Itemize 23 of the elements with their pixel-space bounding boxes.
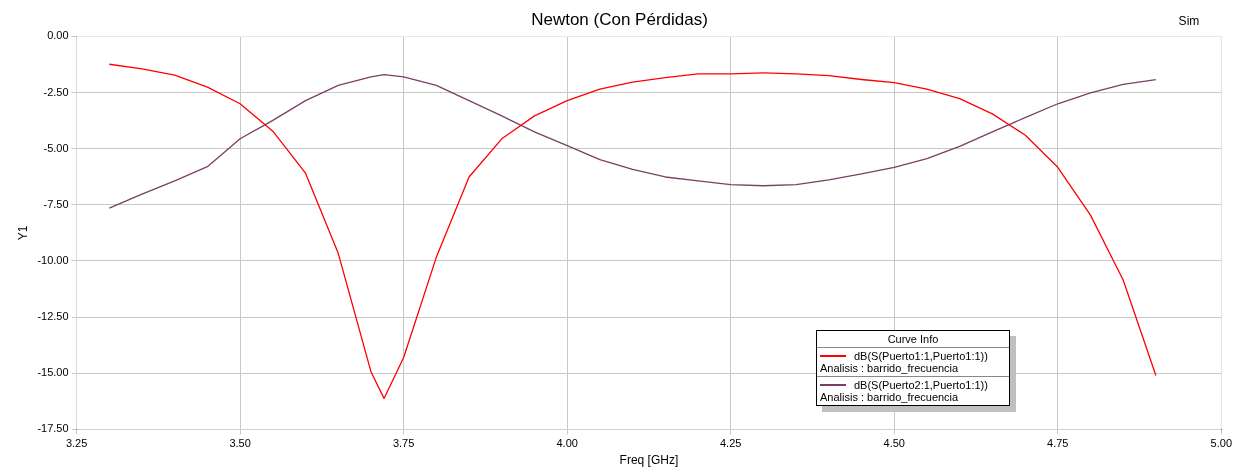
x-tick-label: 4.75 [1047, 437, 1069, 450]
chart-title: Newton (Con Pérdidas) [531, 9, 708, 29]
legend-label: dB(S(Puerto1:1,Puerto1:1)) Analisis : barrido_frecuencia [820, 350, 989, 374]
y-tick-label: -7.50 [43, 197, 69, 210]
y-tick-label: -2.50 [43, 85, 69, 98]
y-tick-label: -17.50 [37, 422, 69, 435]
x-tick-label: 5.00 [1210, 437, 1233, 450]
x-axis-title: Freq [GHz] [619, 453, 679, 468]
y-tick-label: 0.00 [47, 29, 69, 42]
legend-title: Curve Info [886, 332, 940, 347]
x-tick-label: 4.00 [556, 437, 578, 450]
x-tick-label: 4.25 [720, 437, 742, 450]
legend-label: dB(S(Puerto2:1,Puerto1:1)) Analisis : barrido_frecuencia [820, 379, 989, 403]
y-tick-label: -15.00 [37, 366, 69, 379]
y-tick-label: -5.00 [43, 141, 69, 154]
text: Sim [1178, 14, 1200, 29]
y-axis-title: Y1 [15, 225, 30, 241]
y-tick-label: -10.00 [37, 254, 69, 266]
x-tick-label: 4.50 [883, 437, 905, 450]
x-tick-label: 3.25 [65, 437, 88, 450]
x-tick-label: 3.75 [392, 437, 415, 450]
x-tick-label: 3.50 [229, 437, 251, 450]
y-tick-label: -12.50 [37, 310, 69, 323]
